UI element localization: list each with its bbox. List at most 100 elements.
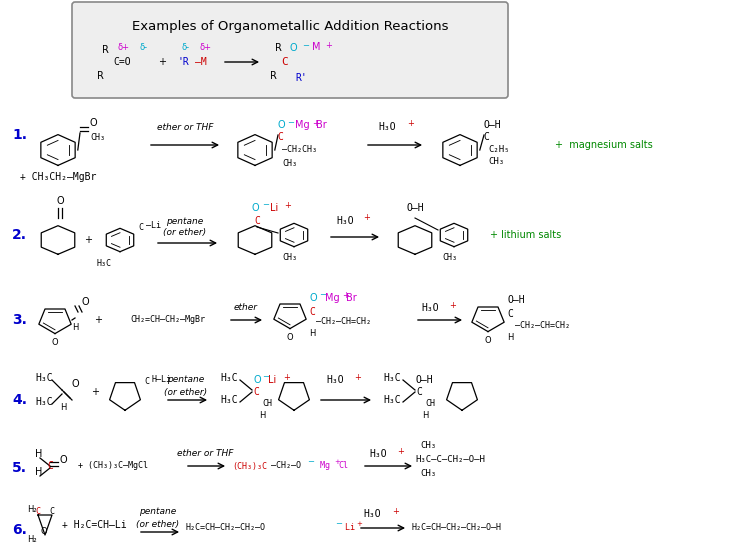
Text: δ+: δ+ xyxy=(118,43,130,51)
FancyBboxPatch shape xyxy=(72,2,508,98)
Text: ether or THF: ether or THF xyxy=(157,123,213,132)
Text: H₃O: H₃O xyxy=(369,449,387,459)
Text: +: + xyxy=(284,201,291,210)
Text: —Li: —Li xyxy=(146,221,161,229)
Text: 1.: 1. xyxy=(12,128,27,142)
Text: H₂C=CH–CH₂–CH₂–O: H₂C=CH–CH₂–CH₂–O xyxy=(186,524,266,533)
Text: CH₃: CH₃ xyxy=(420,469,436,478)
Text: R: R xyxy=(96,71,104,81)
Text: +: + xyxy=(325,41,332,50)
Text: Br: Br xyxy=(346,293,357,303)
Text: −: − xyxy=(307,457,314,467)
Text: 'R: 'R xyxy=(178,57,190,67)
Text: O: O xyxy=(485,336,491,345)
Text: pentane: pentane xyxy=(139,508,177,517)
Text: +: + xyxy=(449,300,456,310)
Text: H₃C–C–CH₂–O–H: H₃C–C–CH₂–O–H xyxy=(415,456,485,465)
Text: O: O xyxy=(278,120,285,130)
Text: Cl: Cl xyxy=(338,462,348,471)
Text: C: C xyxy=(277,132,283,142)
Text: H₂: H₂ xyxy=(27,505,36,514)
Text: O: O xyxy=(290,43,298,53)
Text: H: H xyxy=(72,324,78,332)
Text: O: O xyxy=(72,379,80,389)
Text: −: − xyxy=(302,41,309,50)
Text: CH₃: CH₃ xyxy=(420,441,436,451)
Text: Br: Br xyxy=(316,120,327,130)
Text: CH₂=CH–CH₂–MgBr: CH₂=CH–CH₂–MgBr xyxy=(131,316,206,325)
Text: +: + xyxy=(342,290,349,300)
Text: O: O xyxy=(60,455,68,465)
Text: +: + xyxy=(392,507,399,515)
Text: −: − xyxy=(262,373,269,382)
Text: +: + xyxy=(354,373,361,382)
Text: Mg: Mg xyxy=(295,120,310,130)
Text: R: R xyxy=(270,71,277,81)
Text: H–Li: H–Li xyxy=(152,375,172,384)
Text: (or ether): (or ether) xyxy=(164,228,207,237)
Text: 4.: 4. xyxy=(12,393,27,407)
Text: 2.: 2. xyxy=(12,228,27,242)
Text: H₃O: H₃O xyxy=(337,216,354,226)
Text: + lithium salts: + lithium salts xyxy=(490,230,561,240)
Text: O: O xyxy=(251,203,259,213)
Text: H: H xyxy=(35,449,42,459)
Text: +: + xyxy=(84,235,92,245)
Text: –CH₂–CH=CH₂: –CH₂–CH=CH₂ xyxy=(316,317,371,326)
Text: CH₃: CH₃ xyxy=(282,159,297,168)
Text: O: O xyxy=(82,297,90,307)
Text: δ-: δ- xyxy=(182,43,190,51)
Text: 5.: 5. xyxy=(12,461,27,475)
Text: C: C xyxy=(36,508,40,517)
Text: CH₃: CH₃ xyxy=(488,156,504,165)
Text: +: + xyxy=(356,521,362,527)
Text: O: O xyxy=(253,375,261,385)
Text: O–H: O–H xyxy=(416,375,434,385)
Text: + CH₃CH₂–MgBr: + CH₃CH₂–MgBr xyxy=(20,172,96,182)
Text: C: C xyxy=(507,309,513,319)
Text: R: R xyxy=(275,43,282,53)
Text: + H₂C=CH–Li: + H₂C=CH–Li xyxy=(62,520,126,530)
Text: Mg: Mg xyxy=(325,293,339,303)
Text: H₂: H₂ xyxy=(27,535,36,545)
Text: H: H xyxy=(60,404,66,413)
Text: CH: CH xyxy=(262,399,272,409)
Text: +: + xyxy=(158,57,166,67)
Text: C: C xyxy=(282,57,288,67)
Text: O: O xyxy=(41,528,47,536)
Text: H₂C=CH–CH₂–CH₂–O–H: H₂C=CH–CH₂–CH₂–O–H xyxy=(412,524,502,533)
Text: +: + xyxy=(283,373,290,382)
Text: H₃O: H₃O xyxy=(326,375,344,385)
Text: H₃C: H₃C xyxy=(383,373,401,383)
Text: O: O xyxy=(310,293,318,303)
Text: CH₃: CH₃ xyxy=(442,253,458,262)
Text: M: M xyxy=(312,42,320,52)
Text: H: H xyxy=(259,410,265,420)
Text: H: H xyxy=(35,467,42,477)
Text: C: C xyxy=(47,461,53,471)
Text: Li: Li xyxy=(270,203,278,213)
Text: O–H: O–H xyxy=(406,203,424,213)
Text: −: − xyxy=(335,519,342,529)
Text: +: + xyxy=(397,446,404,456)
Text: H: H xyxy=(309,330,315,338)
Text: O: O xyxy=(52,337,58,347)
Text: H: H xyxy=(422,410,429,420)
Text: +: + xyxy=(94,315,102,325)
Text: –CH₂–O: –CH₂–O xyxy=(271,462,301,471)
Text: +: + xyxy=(363,213,370,222)
Text: CH: CH xyxy=(425,399,435,409)
Text: O: O xyxy=(287,332,293,342)
Text: (CH₃)₃C: (CH₃)₃C xyxy=(232,462,267,471)
Text: R': R' xyxy=(295,73,307,83)
Text: 6.: 6. xyxy=(12,523,27,537)
Text: O: O xyxy=(90,118,98,128)
Text: −: − xyxy=(319,290,326,300)
Text: +  magnesium salts: + magnesium salts xyxy=(555,140,653,150)
Text: (or ether): (or ether) xyxy=(137,520,180,530)
Text: H₃O: H₃O xyxy=(378,122,396,132)
Text: 3.: 3. xyxy=(12,313,27,327)
Text: ether or THF: ether or THF xyxy=(177,450,233,458)
Text: H₃O: H₃O xyxy=(421,303,439,313)
Text: C: C xyxy=(309,307,315,317)
